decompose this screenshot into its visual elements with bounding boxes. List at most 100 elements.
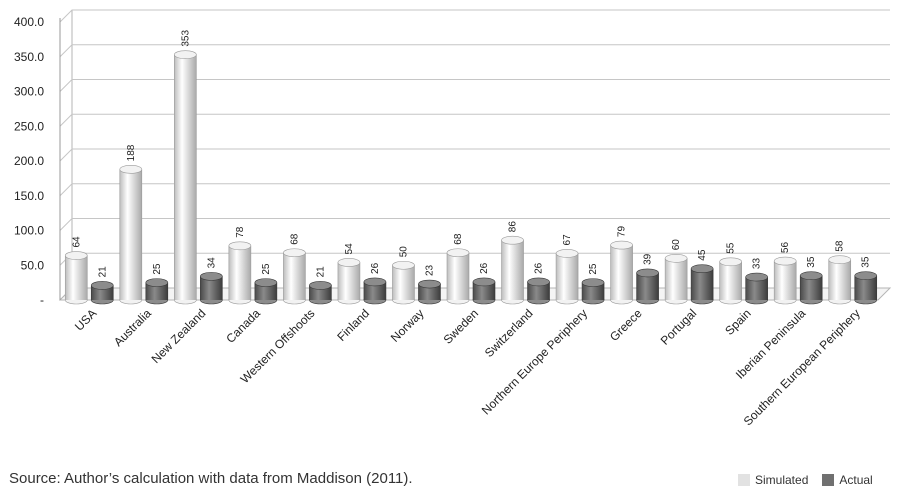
bar-actual <box>90 281 114 305</box>
bar-simulated <box>828 255 852 305</box>
bar-simulated-top <box>64 251 88 260</box>
bar-actual-body <box>582 282 605 300</box>
bar-simulated-body <box>119 169 142 300</box>
bar-actual <box>309 281 332 305</box>
data-label-actual: 26 <box>534 262 545 274</box>
legend-swatch-simulated <box>738 474 750 486</box>
data-label-simulated: 50 <box>398 246 409 258</box>
legend-swatch-actual <box>822 474 835 486</box>
legend-label-actual: Actual <box>839 473 873 487</box>
data-label-actual: 23 <box>424 264 435 276</box>
bar-actual <box>418 279 441 305</box>
bar-actual-top <box>200 272 223 281</box>
data-label-simulated: 64 <box>71 236 82 248</box>
bar-simulated-body <box>774 261 797 300</box>
bar-simulated-top <box>174 50 197 59</box>
bar-simulated-top <box>446 248 470 258</box>
gridline <box>59 44 890 58</box>
x-tick-label: New Zealand <box>149 306 209 366</box>
bar-actual-top <box>418 279 441 289</box>
legend-label-simulated: Simulated <box>755 473 809 487</box>
legend-item-actual: Actual <box>822 473 873 487</box>
bar-simulated-body <box>556 253 579 300</box>
bar-actual-body <box>473 281 495 300</box>
bar-actual-top <box>636 268 659 278</box>
x-tick-label: Northern Europe Periphery <box>479 306 590 417</box>
x-tick-label: Finland <box>334 306 372 344</box>
data-label-actual: 25 <box>152 263 163 275</box>
bar-actual <box>200 272 223 305</box>
bar-actual-top <box>309 281 332 290</box>
data-label-actual: 21 <box>315 266 326 278</box>
bar-actual-body <box>527 281 550 300</box>
data-label-simulated: 353 <box>180 30 191 47</box>
data-label-actual: 25 <box>588 263 599 275</box>
data-label-simulated: 79 <box>617 226 628 238</box>
gridline <box>59 148 890 162</box>
bar-simulated <box>610 240 633 305</box>
bar-simulated-top <box>828 255 852 264</box>
bar-actual <box>799 271 823 305</box>
bar-actual-body <box>200 276 223 300</box>
x-tick-label: Sweden <box>441 306 482 347</box>
bar-simulated <box>555 249 579 305</box>
data-label-actual: 34 <box>206 257 217 269</box>
data-label-simulated: 55 <box>726 242 737 254</box>
x-tick-label: Spain <box>722 306 754 338</box>
y-tick-label: 250.0 <box>14 119 44 133</box>
bar-actual-body <box>800 275 823 300</box>
x-tick-label: Southern European Periphery <box>741 306 863 428</box>
y-tick-label: 100.0 <box>14 224 44 238</box>
bar-actual-top <box>854 271 878 280</box>
data-label-simulated: 54 <box>344 243 355 255</box>
bar-actual <box>254 278 278 305</box>
bar-simulated-body <box>447 252 469 300</box>
bar-simulated-body <box>719 261 742 300</box>
bar-actual-top <box>145 278 169 287</box>
bar-simulated-top <box>283 248 306 258</box>
bar-simulated-body <box>283 252 306 300</box>
bar-actual-top <box>363 277 387 287</box>
bar-actual <box>527 277 550 305</box>
bar-simulated-top <box>392 260 415 270</box>
data-label-simulated: 68 <box>453 233 464 245</box>
bar-simulated <box>119 165 143 305</box>
bar-actual <box>854 271 878 305</box>
x-tick-label: Norway <box>388 306 427 345</box>
bar-actual-top <box>745 272 768 282</box>
bar-actual-top <box>581 278 605 287</box>
x-tick-label: Australia <box>111 306 154 349</box>
data-label-actual: 35 <box>861 256 872 268</box>
bar-simulated-body <box>228 245 251 300</box>
bar-actual-body <box>854 275 877 300</box>
bar-actual-body <box>418 284 441 300</box>
bar-simulated-top <box>610 240 633 250</box>
data-label-simulated: 67 <box>562 234 573 246</box>
bar-chart: - 50.0 100.0 150.0 200.0 250.0 300.0 350.0 400.0… <box>14 9 892 428</box>
bar-simulated-top <box>119 165 143 174</box>
y-tick-label: 300.0 <box>14 85 44 99</box>
bar-simulated <box>501 235 524 305</box>
bar-actual-body <box>145 282 168 300</box>
data-label-actual: 39 <box>643 253 654 265</box>
data-label-simulated: 58 <box>835 240 846 252</box>
y-tick-label: 400.0 <box>14 15 44 29</box>
bar-simulated <box>392 260 415 305</box>
y-tick-label: - <box>40 293 44 307</box>
bar-actual-body <box>745 277 768 300</box>
bar-actual-top <box>254 278 278 287</box>
data-label-simulated: 56 <box>780 242 791 254</box>
bar-simulated-body <box>337 262 360 300</box>
data-label-actual: 25 <box>261 263 272 275</box>
data-label-simulated: 78 <box>235 226 246 238</box>
y-tick-label: 50.0 <box>21 258 45 272</box>
bar-simulated <box>664 253 688 305</box>
bar-simulated-body <box>501 240 524 300</box>
bar-simulated-top <box>337 258 361 267</box>
data-label-actual: 35 <box>806 256 817 268</box>
bar-simulated-top <box>719 257 742 267</box>
x-tick-label: USA <box>72 306 99 333</box>
data-label-actual: 26 <box>370 262 381 274</box>
y-tick-label: 200.0 <box>14 154 44 168</box>
